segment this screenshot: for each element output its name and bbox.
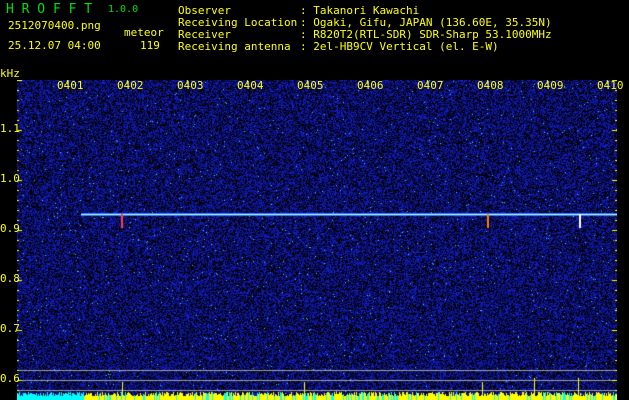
info-label: Receiving antenna xyxy=(178,40,291,53)
app-title: H R O F F T xyxy=(6,2,93,17)
spectrogram xyxy=(17,80,617,400)
y-axis-unit: kHz xyxy=(0,67,20,80)
x-tick-label: 0405 xyxy=(297,79,324,92)
x-tick-label: 0406 xyxy=(357,79,384,92)
meteor-label: meteor xyxy=(124,26,164,39)
x-tick-label: 0408 xyxy=(477,79,504,92)
x-tick-label: 0404 xyxy=(237,79,264,92)
x-tick-label: 0407 xyxy=(417,79,444,92)
y-tick-label: 0.9 xyxy=(0,222,20,235)
info-label: Receiver xyxy=(178,28,231,41)
file-datetime: 25.12.07 04:00 xyxy=(8,39,101,52)
info-value: : 2el-HB9CV Vertical (el. E-W) xyxy=(300,40,499,53)
y-tick-label: 0.7 xyxy=(0,322,20,335)
info-value: : Takanori Kawachi xyxy=(300,4,420,17)
x-tick-label: 0410 xyxy=(597,79,624,92)
x-tick-label: 0403 xyxy=(177,79,204,92)
meteor-count: 119 xyxy=(140,39,160,52)
x-tick-label: 0401 xyxy=(57,79,84,92)
y-tick-label: 1.0 xyxy=(0,172,20,185)
x-tick-label: 0409 xyxy=(537,79,564,92)
y-tick-label: 0.6 xyxy=(0,372,20,385)
info-value: : R820T2(RTL-SDR) SDR-Sharp 53.1000MHz xyxy=(300,28,552,41)
x-tick-label: 0402 xyxy=(117,79,144,92)
y-tick-label: 0.8 xyxy=(0,272,20,285)
y-tick-label: 1.1 xyxy=(0,122,20,135)
file-name: 2512070400.png xyxy=(8,19,101,32)
info-value: : Ogaki, Gifu, JAPAN (136.60E, 35.35N) xyxy=(300,16,552,29)
info-label: Observer xyxy=(178,4,231,17)
app-version: 1.0.0 xyxy=(108,4,139,15)
info-label: Receiving Location xyxy=(178,16,298,29)
